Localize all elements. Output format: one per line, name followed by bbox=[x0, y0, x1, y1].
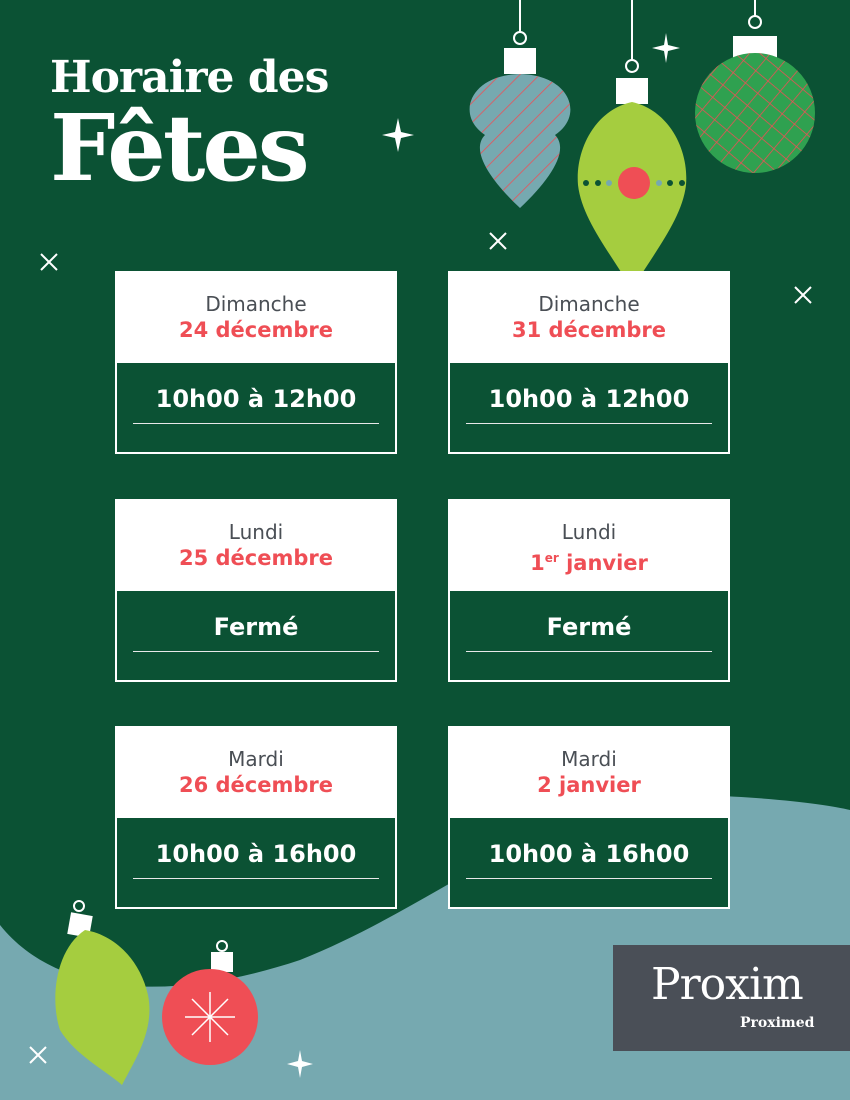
hours: 10h00 à 16h00 bbox=[133, 840, 379, 879]
title-line-1: Horaire des bbox=[50, 52, 329, 103]
red-ornament-bottom bbox=[162, 952, 258, 1065]
crosses bbox=[29, 232, 812, 1064]
schedule-card: Mardi 2 janvier 10h00 à 16h00 bbox=[448, 726, 730, 909]
date-ordinal: er bbox=[544, 551, 559, 565]
day: Mardi bbox=[561, 747, 617, 771]
day: Mardi bbox=[228, 747, 284, 771]
date: 25 décembre bbox=[178, 546, 333, 570]
hours: 10h00 à 16h00 bbox=[466, 840, 712, 879]
date: 1er janvier bbox=[450, 544, 728, 577]
lime-ornament-bottom bbox=[55, 912, 150, 1085]
schedule-card: Dimanche 24 décembre 10h00 à 12h00 bbox=[115, 271, 397, 454]
day: Dimanche bbox=[205, 292, 307, 316]
day: Lundi bbox=[228, 520, 284, 544]
date-month: janvier bbox=[558, 551, 648, 575]
date: 31 décembre bbox=[511, 318, 666, 342]
sparkles bbox=[287, 33, 680, 1078]
date: 26 décembre bbox=[178, 773, 333, 797]
teal-ornament bbox=[469, 48, 571, 208]
schedule-card: Mardi 26 décembre 10h00 à 16h00 bbox=[115, 726, 397, 909]
title-line-2: Fêtes bbox=[50, 94, 310, 202]
hours: 10h00 à 12h00 bbox=[466, 385, 712, 424]
schedule-card: Lundi 25 décembre Fermé bbox=[115, 499, 397, 682]
hours: 10h00 à 12h00 bbox=[133, 385, 379, 424]
date: 2 janvier bbox=[537, 773, 641, 797]
hours: Fermé bbox=[133, 613, 379, 652]
proxim-logo: Proxim Proximed bbox=[613, 945, 850, 1051]
grid-ornament bbox=[695, 36, 815, 173]
logo-sub-brand: Proximed bbox=[740, 1015, 815, 1031]
logo-brand: Proxim bbox=[651, 959, 804, 1010]
hours: Fermé bbox=[466, 613, 712, 652]
day: Dimanche bbox=[538, 292, 640, 316]
date: 24 décembre bbox=[178, 318, 333, 342]
day: Lundi bbox=[561, 520, 617, 544]
date-number: 1 bbox=[530, 551, 545, 575]
schedule-card: Lundi 1er janvier Fermé bbox=[448, 499, 730, 682]
lime-ornament bbox=[577, 78, 687, 290]
schedule-card: Dimanche 31 décembre 10h00 à 12h00 bbox=[448, 271, 730, 454]
